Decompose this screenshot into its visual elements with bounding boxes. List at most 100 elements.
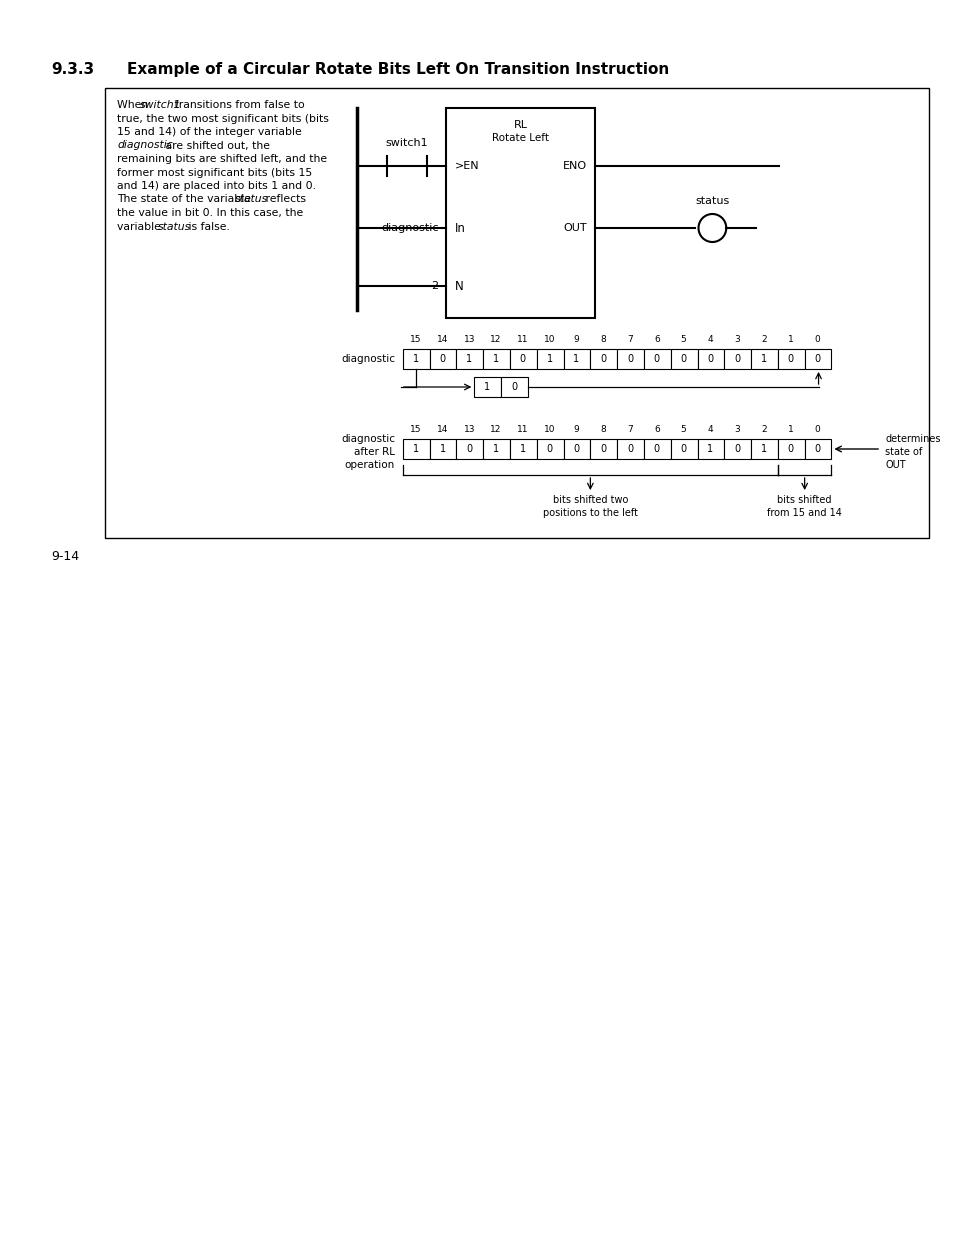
Bar — [446, 107, 595, 317]
Text: 9: 9 — [573, 335, 578, 345]
Text: 10: 10 — [543, 335, 555, 345]
Text: 0: 0 — [787, 354, 793, 364]
Text: 0: 0 — [787, 445, 793, 454]
Text: 1: 1 — [413, 445, 418, 454]
Text: 15: 15 — [410, 425, 421, 433]
Text: 0: 0 — [439, 354, 445, 364]
Text: 4: 4 — [707, 425, 713, 433]
Text: 12: 12 — [490, 425, 501, 433]
Text: 3: 3 — [734, 335, 740, 345]
Text: 14: 14 — [436, 425, 448, 433]
Text: The state of the variable: The state of the variable — [117, 194, 254, 205]
Bar — [723, 350, 750, 369]
Text: 0: 0 — [599, 354, 606, 364]
Text: 5: 5 — [680, 335, 686, 345]
Bar — [670, 350, 697, 369]
Bar — [456, 438, 482, 459]
Bar — [456, 350, 482, 369]
Text: 11: 11 — [517, 335, 528, 345]
Text: diagnostic: diagnostic — [117, 141, 172, 151]
Text: 0: 0 — [546, 445, 552, 454]
Text: N: N — [454, 279, 463, 293]
Text: is false.: is false. — [185, 221, 230, 231]
Bar — [750, 350, 777, 369]
Text: former most significant bits (bits 15: former most significant bits (bits 15 — [117, 168, 312, 178]
Text: Example of a Circular Rotate Bits Left On Transition Instruction: Example of a Circular Rotate Bits Left O… — [127, 62, 669, 77]
Text: 0: 0 — [519, 354, 525, 364]
Text: switch1: switch1 — [139, 100, 181, 110]
Text: RL: RL — [514, 120, 527, 130]
Text: 14: 14 — [436, 335, 448, 345]
Text: 3: 3 — [734, 425, 740, 433]
Bar — [402, 438, 429, 459]
Text: 0: 0 — [814, 445, 820, 454]
Text: 0: 0 — [511, 382, 517, 391]
Text: 13: 13 — [463, 425, 475, 433]
Text: 1: 1 — [439, 445, 445, 454]
Text: after RL: after RL — [354, 447, 395, 457]
Text: In: In — [454, 221, 465, 235]
Text: ENO: ENO — [562, 161, 587, 170]
Bar — [510, 350, 537, 369]
Bar — [429, 438, 456, 459]
Bar — [402, 350, 429, 369]
Text: 7: 7 — [626, 425, 632, 433]
Text: 1: 1 — [519, 445, 525, 454]
Text: 10: 10 — [543, 425, 555, 433]
Text: 0: 0 — [573, 445, 578, 454]
Text: bits shifted: bits shifted — [777, 495, 831, 505]
Text: OUT: OUT — [884, 459, 904, 471]
Bar — [803, 350, 831, 369]
Text: and 14) are placed into bits 1 and 0.: and 14) are placed into bits 1 and 0. — [117, 182, 315, 191]
Bar — [429, 350, 456, 369]
Text: determines: determines — [884, 433, 940, 445]
Bar — [803, 438, 831, 459]
Text: >EN: >EN — [454, 161, 478, 170]
Bar — [617, 438, 643, 459]
Text: 2: 2 — [760, 425, 766, 433]
Text: from 15 and 14: from 15 and 14 — [766, 508, 841, 517]
Bar — [670, 438, 697, 459]
Text: 1: 1 — [787, 425, 793, 433]
Text: 8: 8 — [599, 335, 605, 345]
Text: 0: 0 — [626, 445, 633, 454]
Text: status: status — [695, 196, 729, 206]
Text: 15 and 14) of the integer variable: 15 and 14) of the integer variable — [117, 127, 301, 137]
Text: 2: 2 — [431, 282, 438, 291]
Text: 2: 2 — [760, 335, 766, 345]
Bar — [750, 438, 777, 459]
Text: 6: 6 — [653, 335, 659, 345]
Bar — [537, 438, 563, 459]
Text: 0: 0 — [706, 354, 713, 364]
Bar — [474, 377, 500, 396]
Text: 15: 15 — [410, 335, 421, 345]
Text: diagnostic: diagnostic — [380, 224, 438, 233]
Text: state of: state of — [884, 447, 922, 457]
Bar — [697, 438, 723, 459]
Text: true, the two most significant bits (bits: true, the two most significant bits (bit… — [117, 114, 329, 124]
Bar — [482, 350, 510, 369]
Text: variable: variable — [117, 221, 164, 231]
Text: diagnostic: diagnostic — [340, 433, 395, 445]
Bar — [563, 350, 590, 369]
Text: operation: operation — [344, 459, 395, 471]
Bar — [777, 438, 803, 459]
Text: 1: 1 — [493, 445, 498, 454]
Text: 0: 0 — [653, 445, 659, 454]
Text: 1: 1 — [493, 354, 498, 364]
Text: 0: 0 — [734, 445, 740, 454]
Text: positions to the left: positions to the left — [542, 508, 638, 517]
Text: 1: 1 — [546, 354, 552, 364]
Text: 8: 8 — [599, 425, 605, 433]
Text: 0: 0 — [599, 445, 606, 454]
Text: 0: 0 — [466, 445, 472, 454]
Text: remaining bits are shifted left, and the: remaining bits are shifted left, and the — [117, 154, 327, 164]
Text: 0: 0 — [814, 335, 820, 345]
Text: 9: 9 — [573, 425, 578, 433]
Text: bits shifted two: bits shifted two — [552, 495, 627, 505]
Text: 1: 1 — [413, 354, 418, 364]
Text: the value in bit 0. In this case, the: the value in bit 0. In this case, the — [117, 207, 303, 219]
Text: 5: 5 — [680, 425, 686, 433]
Text: When: When — [117, 100, 152, 110]
Text: 6: 6 — [653, 425, 659, 433]
